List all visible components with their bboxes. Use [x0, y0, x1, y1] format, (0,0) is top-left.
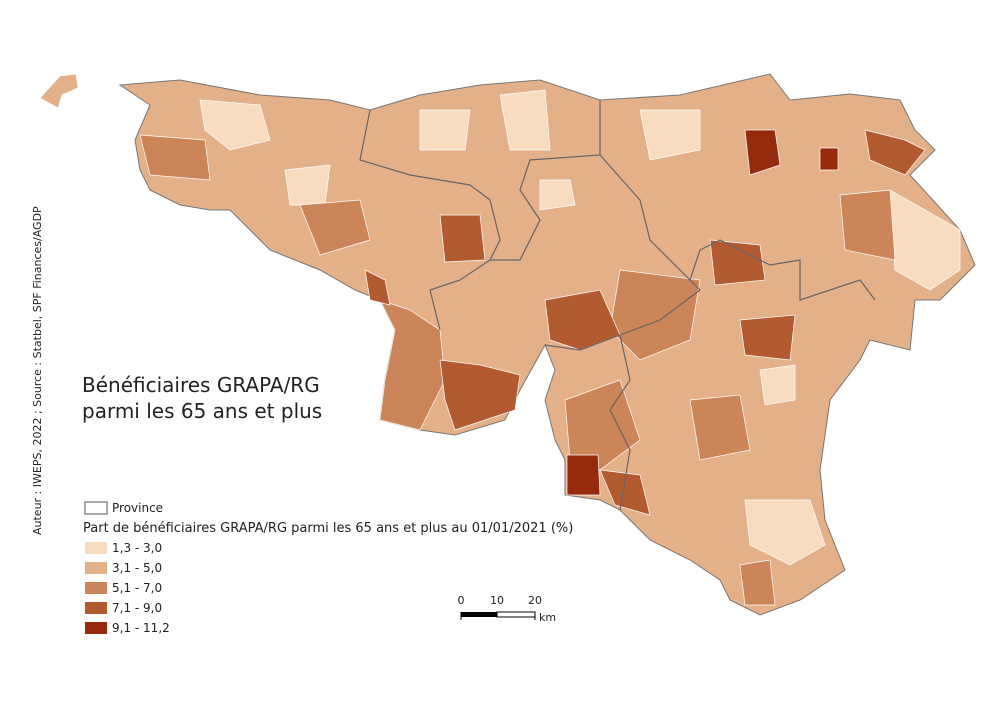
area-dark	[864, 129, 926, 176]
legend-swatch	[85, 602, 107, 614]
legend-label: 7,1 - 9,0	[112, 601, 162, 615]
legend-label: 3,1 - 5,0	[112, 561, 162, 575]
legend-label: 1,3 - 3,0	[112, 541, 162, 555]
region-exclave	[39, 73, 79, 109]
legend-swatch	[85, 562, 107, 574]
area-dark	[439, 214, 486, 263]
legend-province-label: Province	[112, 501, 163, 515]
area-mid	[739, 559, 776, 606]
province-border	[599, 154, 876, 301]
province-border	[609, 334, 631, 511]
map-title: Bénéficiaires GRAPA/RG	[82, 373, 320, 397]
area-light	[499, 89, 551, 151]
credit: Auteur : IWEPS, 2022 ; Source : Statbel,…	[31, 206, 44, 535]
area-darkest	[566, 454, 601, 496]
area-light	[199, 99, 271, 151]
map	[39, 73, 976, 616]
scale-segment	[461, 612, 497, 617]
legend-swatch	[85, 542, 107, 554]
province-borders	[359, 100, 876, 511]
scale-unit: km	[539, 611, 556, 624]
legend-label: 5,1 - 7,0	[112, 581, 162, 595]
map-title: parmi les 65 ans et plus	[82, 399, 322, 423]
scale-label: 10	[490, 594, 504, 607]
area-light	[284, 164, 331, 206]
scale-bar: 0 10 20 km	[458, 594, 557, 624]
area-light	[744, 499, 826, 566]
area-darkest	[744, 129, 781, 176]
area-mid	[564, 379, 641, 471]
legend-swatch	[85, 622, 107, 634]
scale-label: 20	[528, 594, 542, 607]
area-light	[759, 364, 796, 406]
legend-title: Part de bénéficiaires GRAPA/RG parmi les…	[83, 521, 573, 536]
area-darkest	[819, 147, 839, 171]
area-light	[639, 109, 701, 161]
area-dark	[364, 269, 391, 306]
area-mid	[299, 199, 371, 256]
area-light	[419, 109, 471, 151]
legend: Province Part de bénéficiaires GRAPA/RG …	[83, 501, 573, 635]
area-light	[539, 179, 576, 211]
legend-label: 9,1 - 11,2	[112, 621, 170, 635]
area-dark	[739, 314, 796, 361]
legend-swatch	[85, 582, 107, 594]
area-mid	[689, 394, 751, 461]
area-dark	[439, 359, 521, 431]
area-mid	[139, 134, 211, 181]
area-mid	[839, 189, 896, 261]
scale-label: 0	[458, 594, 465, 607]
province-border	[429, 259, 491, 331]
province-border	[544, 279, 701, 351]
legend-province-swatch	[84, 501, 108, 515]
area-dark	[709, 239, 766, 286]
scale-segment	[496, 611, 536, 618]
area-mid	[379, 299, 446, 431]
